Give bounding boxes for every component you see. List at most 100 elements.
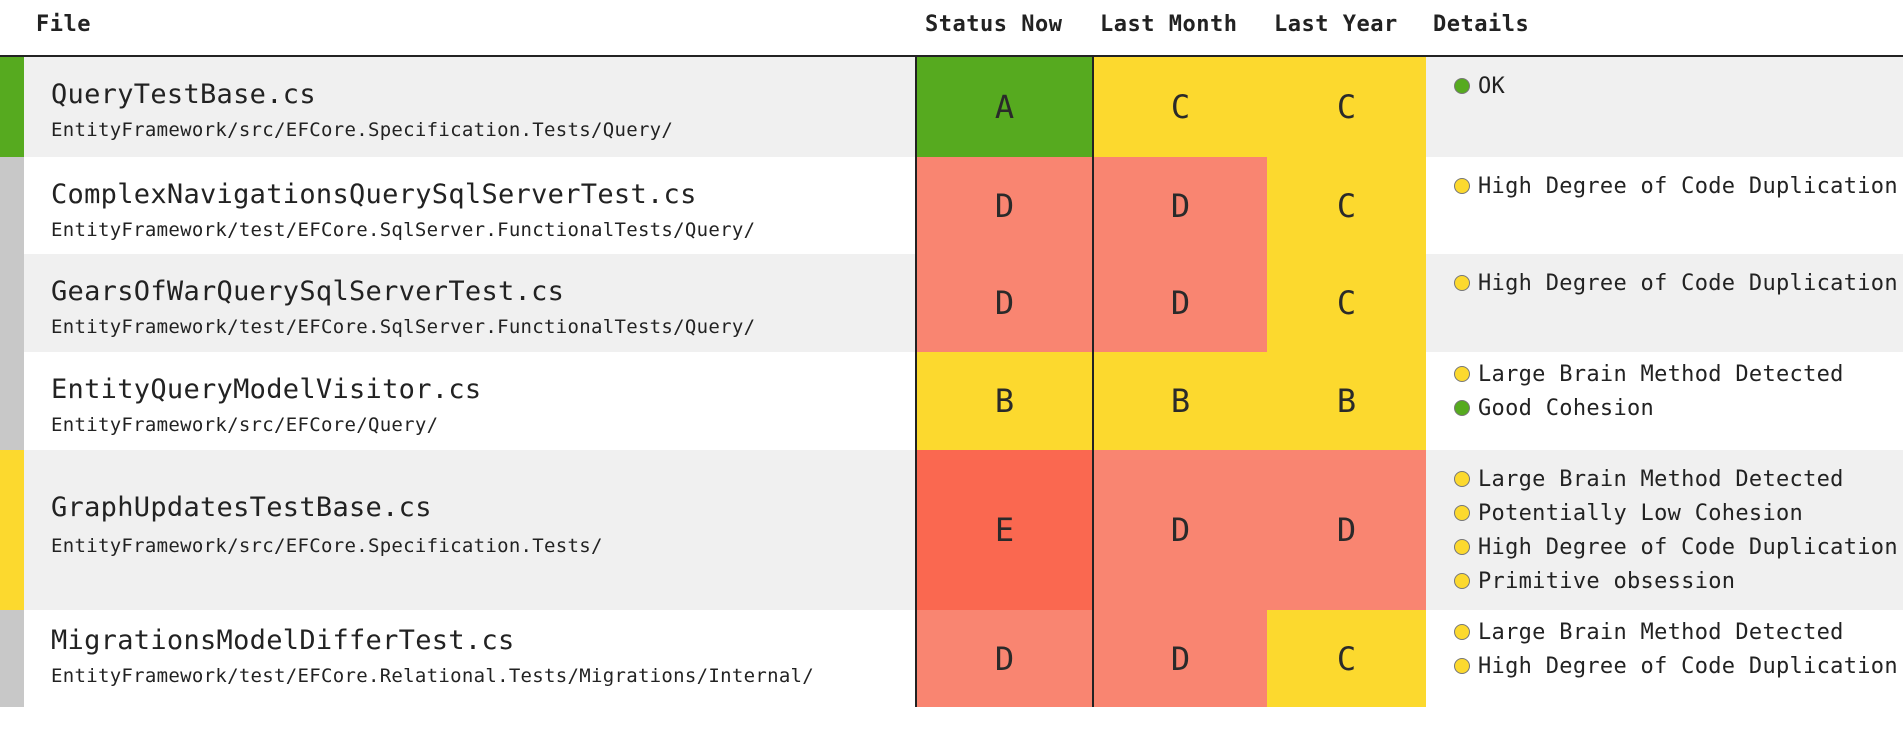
last-year-grade-label: C: [1336, 88, 1357, 126]
status-now-grade-label: D: [994, 186, 1015, 225]
last-year-grade-label: C: [1336, 186, 1357, 225]
status-now-grade-label: A: [994, 88, 1015, 126]
status-now-grade[interactable]: D: [915, 157, 1092, 254]
last-year-grade[interactable]: B: [1267, 352, 1426, 450]
column-header-status-now[interactable]: Status Now: [925, 12, 1063, 37]
code-health-table: File Status Now Last Month Last Year Det…: [0, 0, 1903, 707]
status-dot-icon: [1454, 573, 1470, 589]
last-year-grade[interactable]: C: [1267, 610, 1426, 707]
last-month-grade[interactable]: C: [1092, 57, 1267, 157]
file-cell: EntityQueryModelVisitor.cs EntityFramewor…: [24, 352, 915, 450]
health-stripe: [0, 57, 24, 157]
status-dot-icon: [1454, 400, 1470, 416]
status-dot-icon: [1454, 471, 1470, 487]
file-cell: GearsOfWarQuerySqlServerTest.cs EntityFra…: [24, 254, 915, 352]
status-now-grade[interactable]: E: [915, 450, 1092, 610]
detail-text: Potentially Low Cohesion: [1478, 500, 1804, 526]
details-cell: Large Brain Method Detected High Degree o…: [1426, 610, 1903, 707]
status-dot-icon: [1454, 658, 1470, 674]
detail-text: Good Cohesion: [1478, 395, 1655, 421]
status-dot-icon: [1454, 539, 1470, 555]
detail-text: High Degree of Code Duplication: [1478, 534, 1898, 560]
column-header-file[interactable]: File: [36, 12, 91, 37]
last-month-grade[interactable]: D: [1092, 610, 1267, 707]
file-name[interactable]: EntityQueryModelVisitor.cs: [51, 374, 482, 405]
file-cell: QueryTestBase.cs EntityFramework/src/EFCo…: [24, 57, 915, 157]
last-month-grade-label: D: [1170, 284, 1191, 322]
last-year-grade[interactable]: D: [1267, 450, 1426, 610]
detail-item: Large Brain Method Detected: [1454, 462, 1903, 496]
status-dot-icon: [1454, 505, 1470, 521]
detail-text: Large Brain Method Detected: [1478, 619, 1844, 645]
last-month-grade-label: C: [1170, 88, 1191, 126]
status-now-grade[interactable]: D: [915, 610, 1092, 707]
file-path: EntityFramework/src/EFCore.Specification…: [51, 119, 674, 141]
status-now-grade-label: D: [994, 639, 1015, 678]
status-now-grade[interactable]: D: [915, 254, 1092, 352]
table-row[interactable]: MigrationsModelDifferTest.cs EntityFramew…: [0, 610, 1903, 707]
details-cell: OK: [1426, 57, 1903, 157]
detail-item: High Degree of Code Duplication: [1454, 649, 1903, 683]
detail-text: High Degree of Code Duplication: [1478, 653, 1898, 679]
last-year-grade[interactable]: C: [1267, 157, 1426, 254]
file-name[interactable]: GraphUpdatesTestBase.cs: [51, 492, 432, 523]
column-header-last-month[interactable]: Last Month: [1100, 12, 1238, 37]
details-cell: Large Brain Method Detected Potentially L…: [1426, 450, 1903, 610]
last-month-grade-label: B: [1170, 382, 1191, 420]
details-cell: High Degree of Code Duplication: [1426, 254, 1903, 352]
last-month-grade[interactable]: B: [1092, 352, 1267, 450]
file-cell: MigrationsModelDifferTest.cs EntityFramew…: [24, 610, 915, 707]
file-name[interactable]: GearsOfWarQuerySqlServerTest.cs: [51, 276, 565, 307]
table-header: File Status Now Last Month Last Year Det…: [0, 0, 1903, 57]
file-path: EntityFramework/test/EFCore.SqlServer.Fu…: [51, 316, 756, 338]
last-month-grade[interactable]: D: [1092, 450, 1267, 610]
file-cell: GraphUpdatesTestBase.cs EntityFramework/s…: [24, 450, 915, 610]
last-month-grade[interactable]: D: [1092, 157, 1267, 254]
file-name[interactable]: MigrationsModelDifferTest.cs: [51, 625, 515, 656]
detail-item: Large Brain Method Detected: [1454, 357, 1903, 391]
table-row[interactable]: GraphUpdatesTestBase.cs EntityFramework/s…: [0, 450, 1903, 610]
table-body: QueryTestBase.cs EntityFramework/src/EFCo…: [0, 57, 1903, 707]
last-year-grade-label: B: [1336, 382, 1357, 420]
detail-text: High Degree of Code Duplication: [1478, 173, 1898, 199]
table-row[interactable]: GearsOfWarQuerySqlServerTest.cs EntityFra…: [0, 254, 1903, 352]
file-name[interactable]: ComplexNavigationsQuerySqlServerTest.cs: [51, 179, 697, 210]
last-year-grade[interactable]: C: [1267, 254, 1426, 352]
table-row[interactable]: EntityQueryModelVisitor.cs EntityFramewor…: [0, 352, 1903, 450]
detail-text: High Degree of Code Duplication: [1478, 270, 1898, 296]
table-row[interactable]: ComplexNavigationsQuerySqlServerTest.cs E…: [0, 157, 1903, 254]
detail-text: Large Brain Method Detected: [1478, 466, 1844, 492]
detail-item: High Degree of Code Duplication: [1454, 169, 1903, 203]
health-stripe: [0, 450, 24, 610]
health-stripe: [0, 352, 24, 450]
file-cell: ComplexNavigationsQuerySqlServerTest.cs E…: [24, 157, 915, 254]
last-year-grade[interactable]: C: [1267, 57, 1426, 157]
last-month-grade[interactable]: D: [1092, 254, 1267, 352]
last-month-grade-label: D: [1170, 186, 1191, 225]
status-now-grade[interactable]: B: [915, 352, 1092, 450]
last-month-grade-label: D: [1170, 639, 1191, 678]
status-now-grade-label: B: [994, 382, 1015, 420]
health-stripe: [0, 157, 24, 254]
detail-item: High Degree of Code Duplication: [1454, 266, 1903, 300]
last-year-grade-label: C: [1336, 639, 1357, 678]
status-now-grade[interactable]: A: [915, 57, 1092, 157]
status-dot-icon: [1454, 624, 1470, 640]
detail-text: Primitive obsession: [1478, 568, 1736, 594]
detail-item: Primitive obsession: [1454, 564, 1903, 598]
detail-item: OK: [1454, 69, 1903, 103]
column-header-last-year[interactable]: Last Year: [1274, 12, 1398, 37]
detail-text: Large Brain Method Detected: [1478, 361, 1844, 387]
last-year-grade-label: C: [1336, 284, 1357, 322]
file-path: EntityFramework/src/EFCore.Specification…: [51, 535, 603, 557]
column-header-details[interactable]: Details: [1433, 12, 1530, 37]
health-stripe: [0, 610, 24, 707]
status-dot-icon: [1454, 178, 1470, 194]
detail-text: OK: [1478, 73, 1506, 99]
detail-item: Large Brain Method Detected: [1454, 615, 1903, 649]
file-name[interactable]: QueryTestBase.cs: [51, 79, 316, 110]
table-row[interactable]: QueryTestBase.cs EntityFramework/src/EFCo…: [0, 57, 1903, 157]
status-dot-icon: [1454, 275, 1470, 291]
last-year-grade-label: D: [1336, 511, 1357, 549]
file-path: EntityFramework/src/EFCore/Query/: [51, 414, 439, 436]
